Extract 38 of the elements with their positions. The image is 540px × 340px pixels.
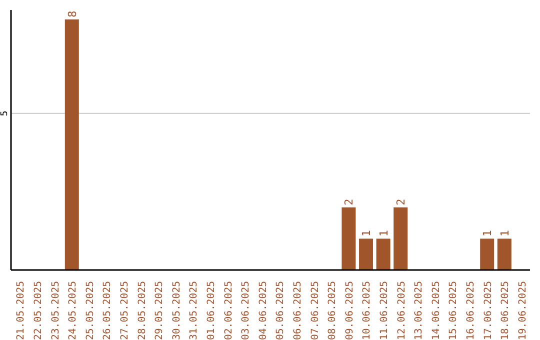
x-tick-label: 07.06.2025 [310,280,321,340]
x-tick-label: 14.06.2025 [430,280,442,340]
x-tick-label: 02.06.2025 [223,280,234,340]
data-label: 2 [342,198,356,206]
x-tick-label: 08.06.2025 [327,280,338,340]
x-tick-label: 17.06.2025 [482,280,494,340]
x-tick-label: 30.05.2025 [171,280,182,340]
x-tick-label: 09.06.2025 [344,280,356,340]
x-tick-label: 31.05.2025 [188,280,200,340]
data-label: 1 [360,230,373,237]
data-label: 1 [377,230,390,237]
x-tick-label: 11.06.2025 [378,280,390,340]
x-tick-label: 24.05.2025 [68,280,79,340]
x-tick-label: 12.06.2025 [396,280,408,340]
x-tick-label: 10.06.2025 [362,280,373,340]
x-tick-label: 28.05.2025 [136,280,148,340]
x-tick-label: 21.05.2025 [16,280,27,340]
x-tick-label: 06.06.2025 [292,280,304,340]
x-tick-label: 26.05.2025 [102,280,114,340]
x-tick-label: 01.06.2025 [206,280,217,340]
x-tick-label: 18.06.2025 [500,280,512,340]
y-tick-label: 5 [0,110,10,116]
data-label: 8 [66,10,79,18]
x-tick-label: 13.06.2025 [414,280,425,340]
x-tick-label: 27.05.2025 [119,280,130,340]
data-label: 1 [498,230,512,237]
x-tick-label: 29.05.2025 [154,280,166,340]
x-tick-label: 22.05.2025 [32,280,44,340]
data-label: 1 [481,230,494,237]
x-tick-label: 05.06.2025 [275,280,286,340]
x-tick-label: 23.05.2025 [50,280,62,340]
data-label: 2 [394,198,408,206]
x-tick-label: 04.06.2025 [258,280,269,340]
x-tick-label: 16.06.2025 [465,280,476,340]
x-tick-label: 19.06.2025 [517,280,528,340]
x-tick-label: 15.06.2025 [448,280,460,340]
x-tick-label: 03.06.2025 [240,280,252,340]
x-tick-label: 25.05.2025 [84,280,96,340]
